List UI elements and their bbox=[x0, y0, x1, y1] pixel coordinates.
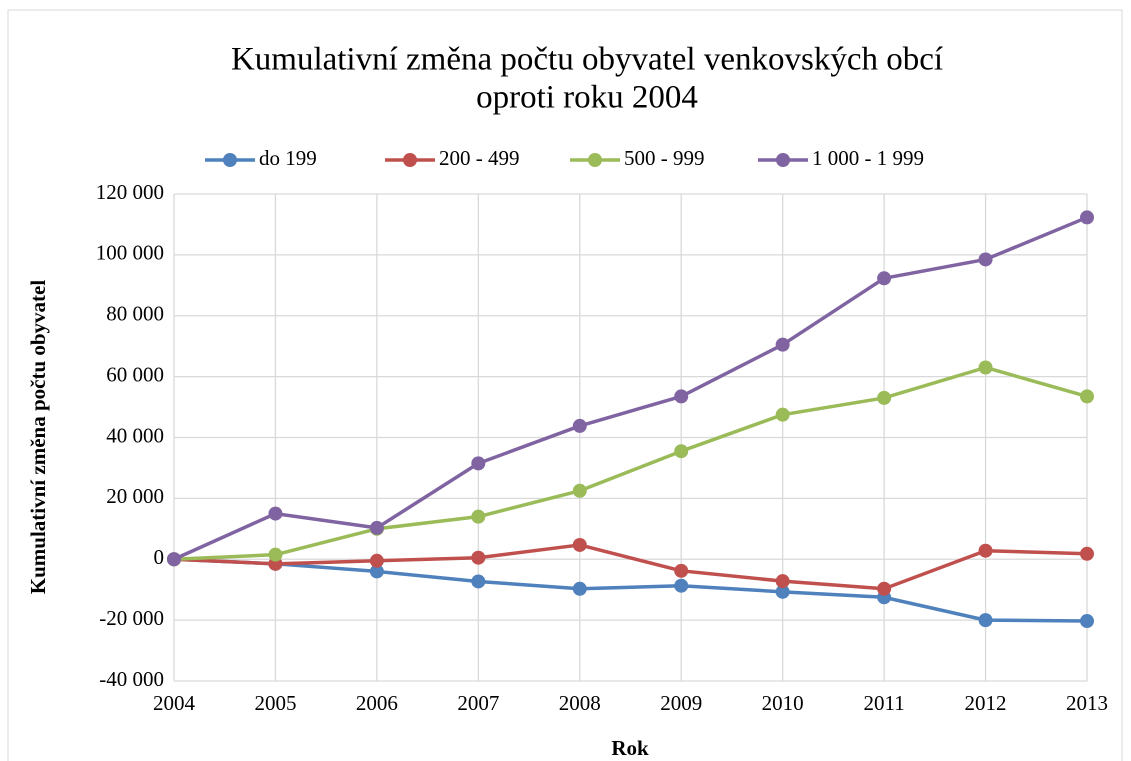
y-tick-label: 20 000 bbox=[106, 484, 164, 508]
data-point bbox=[471, 456, 486, 471]
y-axis-label: Kumulativní změna počtu obyvatel bbox=[26, 280, 50, 595]
legend-marker bbox=[588, 153, 602, 167]
y-tick-label: 60 000 bbox=[106, 362, 164, 386]
legend-label: 1 000 - 1 999 bbox=[812, 146, 924, 170]
series-line bbox=[173, 557, 1088, 623]
data-point bbox=[674, 389, 689, 404]
legend-marker bbox=[403, 153, 417, 167]
legend-label: do 199 bbox=[259, 146, 317, 170]
series-line bbox=[173, 215, 1088, 561]
chart-frame bbox=[7, 9, 1123, 761]
x-tick-label: 2006 bbox=[356, 691, 398, 715]
y-tick-label: 100 000 bbox=[96, 241, 164, 265]
data-point bbox=[877, 581, 892, 596]
data-point bbox=[978, 543, 993, 558]
legend-label: 200 - 499 bbox=[439, 146, 520, 170]
x-tick-label: 2004 bbox=[153, 691, 196, 715]
x-tick-label: 2013 bbox=[1066, 691, 1108, 715]
legend-marker bbox=[776, 153, 790, 167]
legend-label: 500 - 999 bbox=[624, 146, 705, 170]
data-point bbox=[674, 563, 689, 578]
x-tick-label: 2011 bbox=[863, 691, 904, 715]
data-point bbox=[572, 483, 587, 498]
data-point bbox=[268, 506, 283, 521]
data-point bbox=[572, 581, 587, 596]
x-axis-label: Rok bbox=[611, 736, 649, 760]
data-point bbox=[978, 613, 993, 628]
data-point bbox=[1080, 546, 1094, 561]
data-point bbox=[775, 337, 790, 352]
data-point bbox=[1080, 389, 1094, 404]
data-point bbox=[268, 547, 283, 562]
data-point bbox=[572, 537, 587, 552]
data-point bbox=[369, 553, 384, 568]
x-tick-label: 2009 bbox=[660, 691, 702, 715]
data-point bbox=[978, 252, 993, 267]
data-point bbox=[471, 574, 486, 589]
data-point bbox=[369, 520, 384, 535]
x-tick-label: 2007 bbox=[457, 691, 499, 715]
x-tick-label: 2008 bbox=[559, 691, 601, 715]
legend-marker bbox=[223, 153, 237, 167]
data-point bbox=[775, 584, 790, 599]
data-point bbox=[877, 390, 892, 405]
data-point bbox=[1080, 210, 1094, 225]
data-point bbox=[572, 418, 587, 433]
series-line bbox=[173, 543, 1088, 591]
data-point bbox=[775, 407, 790, 422]
data-point bbox=[674, 444, 689, 459]
y-tick-label: 120 000 bbox=[96, 180, 164, 204]
data-point bbox=[369, 564, 384, 579]
y-tick-label: -20 000 bbox=[99, 606, 164, 630]
y-tick-label: 40 000 bbox=[106, 423, 164, 447]
data-point bbox=[978, 360, 993, 375]
data-point bbox=[471, 550, 486, 565]
x-tick-label: 2012 bbox=[965, 691, 1007, 715]
y-tick-label: -40 000 bbox=[99, 667, 164, 691]
y-tick-label: 80 000 bbox=[106, 302, 164, 326]
series-line bbox=[173, 365, 1088, 561]
data-point bbox=[775, 574, 790, 589]
x-tick-label: 2010 bbox=[762, 691, 804, 715]
data-point bbox=[1080, 614, 1094, 629]
y-tick-label: 0 bbox=[154, 545, 165, 569]
data-point bbox=[674, 578, 689, 593]
data-point bbox=[167, 552, 181, 567]
x-tick-label: 2005 bbox=[254, 691, 296, 715]
data-point bbox=[877, 271, 892, 286]
data-point bbox=[471, 509, 486, 524]
chart-title: Kumulativní změna počtu obyvatel venkovs… bbox=[231, 42, 943, 78]
chart-title: oproti roku 2004 bbox=[476, 80, 698, 116]
